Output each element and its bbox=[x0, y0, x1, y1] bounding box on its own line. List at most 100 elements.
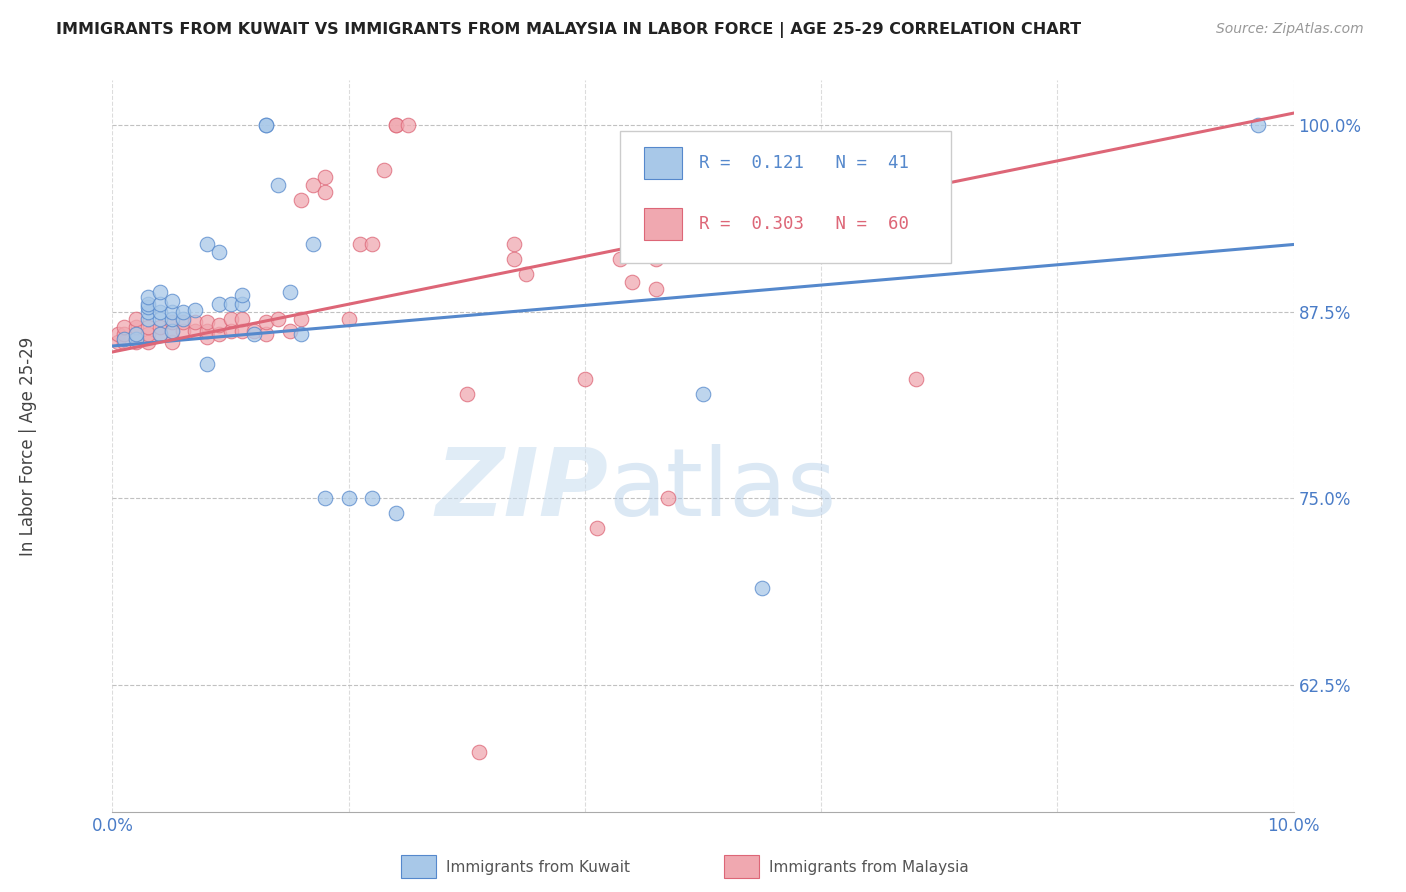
Point bbox=[172, 304, 194, 318]
Point bbox=[125, 334, 148, 349]
Point bbox=[219, 312, 242, 326]
Point bbox=[219, 297, 242, 311]
Point bbox=[361, 237, 384, 252]
Point bbox=[160, 334, 183, 349]
Text: atlas: atlas bbox=[609, 444, 837, 536]
Point bbox=[574, 372, 596, 386]
Point bbox=[290, 326, 312, 341]
Point bbox=[278, 285, 301, 300]
Point bbox=[136, 312, 159, 326]
Point bbox=[149, 326, 172, 341]
Point bbox=[385, 506, 408, 520]
Point bbox=[195, 237, 218, 252]
Point bbox=[136, 290, 159, 304]
Point bbox=[136, 334, 159, 349]
Point bbox=[208, 318, 231, 332]
Point bbox=[349, 237, 371, 252]
Point bbox=[195, 330, 218, 344]
Point bbox=[290, 312, 312, 326]
Point bbox=[112, 334, 135, 349]
Point bbox=[149, 304, 172, 318]
Point bbox=[692, 386, 714, 401]
Point bbox=[254, 118, 277, 132]
Point bbox=[267, 312, 290, 326]
Point bbox=[621, 275, 644, 289]
Point bbox=[160, 324, 183, 338]
Point bbox=[231, 312, 253, 326]
Point bbox=[184, 315, 207, 329]
Text: Immigrants from Kuwait: Immigrants from Kuwait bbox=[446, 860, 630, 874]
Point bbox=[160, 324, 183, 338]
Point bbox=[195, 315, 218, 329]
Point bbox=[208, 326, 231, 341]
Text: R =  0.121   N =  41: R = 0.121 N = 41 bbox=[699, 154, 910, 172]
Point bbox=[149, 285, 172, 300]
Point bbox=[585, 521, 607, 535]
Point bbox=[243, 326, 266, 341]
Point bbox=[125, 312, 148, 326]
Point bbox=[231, 288, 253, 302]
Text: In Labor Force | Age 25-29: In Labor Force | Age 25-29 bbox=[20, 336, 37, 556]
Point bbox=[208, 297, 231, 311]
Point bbox=[609, 252, 631, 267]
Point bbox=[184, 303, 207, 318]
Point bbox=[219, 324, 242, 338]
Point bbox=[184, 324, 207, 338]
Point bbox=[149, 312, 172, 326]
Point bbox=[467, 745, 489, 759]
Point bbox=[125, 332, 148, 346]
Point bbox=[172, 312, 194, 326]
Point bbox=[314, 186, 336, 200]
Point bbox=[107, 326, 129, 341]
FancyBboxPatch shape bbox=[620, 131, 950, 263]
Point bbox=[337, 491, 360, 506]
Point bbox=[125, 326, 148, 341]
Point bbox=[290, 193, 312, 207]
Point bbox=[136, 319, 159, 334]
Point bbox=[644, 282, 666, 296]
Point bbox=[107, 334, 129, 349]
Point bbox=[195, 357, 218, 371]
Text: ZIP: ZIP bbox=[436, 444, 609, 536]
Point bbox=[149, 297, 172, 311]
Point bbox=[373, 162, 395, 177]
Point bbox=[136, 326, 159, 341]
Point bbox=[231, 297, 253, 311]
Point bbox=[302, 237, 325, 252]
Point bbox=[112, 326, 135, 341]
Text: R =  0.303   N =  60: R = 0.303 N = 60 bbox=[699, 215, 910, 233]
Point bbox=[503, 252, 526, 267]
Text: Source: ZipAtlas.com: Source: ZipAtlas.com bbox=[1216, 22, 1364, 37]
Point bbox=[254, 326, 277, 341]
Point bbox=[751, 581, 773, 595]
Point bbox=[125, 326, 148, 341]
Point bbox=[396, 118, 419, 132]
Point bbox=[136, 304, 159, 318]
Point bbox=[149, 319, 172, 334]
Point bbox=[657, 491, 679, 506]
Text: IMMIGRANTS FROM KUWAIT VS IMMIGRANTS FROM MALAYSIA IN LABOR FORCE | AGE 25-29 CO: IMMIGRANTS FROM KUWAIT VS IMMIGRANTS FRO… bbox=[56, 22, 1081, 38]
Point bbox=[125, 319, 148, 334]
Point bbox=[160, 304, 183, 318]
Point bbox=[136, 297, 159, 311]
Point bbox=[267, 178, 290, 192]
Point bbox=[644, 252, 666, 267]
Point bbox=[231, 324, 253, 338]
Point bbox=[160, 312, 183, 326]
Point bbox=[160, 315, 183, 329]
Point bbox=[361, 491, 384, 506]
Point bbox=[314, 170, 336, 185]
Point bbox=[503, 237, 526, 252]
Point bbox=[112, 332, 135, 346]
Point bbox=[112, 319, 135, 334]
Point bbox=[254, 315, 277, 329]
Point bbox=[385, 118, 408, 132]
Point bbox=[456, 386, 478, 401]
Point bbox=[149, 326, 172, 341]
Point bbox=[195, 324, 218, 338]
FancyBboxPatch shape bbox=[644, 147, 682, 179]
Point bbox=[172, 324, 194, 338]
Text: Immigrants from Malaysia: Immigrants from Malaysia bbox=[769, 860, 969, 874]
Point bbox=[904, 372, 927, 386]
Point bbox=[208, 244, 231, 259]
